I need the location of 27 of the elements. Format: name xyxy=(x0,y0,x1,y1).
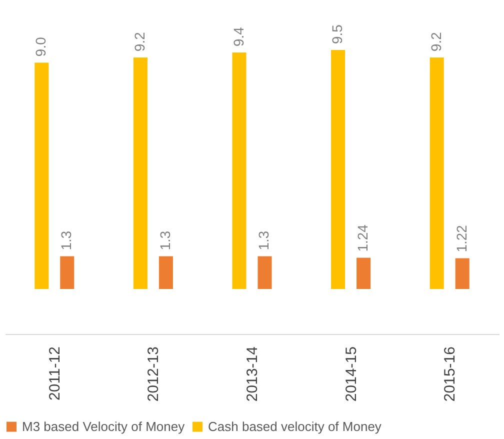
bar xyxy=(133,58,148,289)
x-tick-label: 2014-15 xyxy=(342,346,360,402)
bar xyxy=(258,256,272,289)
data-label: 9.2 xyxy=(428,32,444,52)
bar xyxy=(158,256,173,289)
data-label: 1.3 xyxy=(256,230,272,250)
data-label: 1.22 xyxy=(453,224,470,252)
bar xyxy=(356,258,371,289)
data-label: 1.3 xyxy=(156,230,173,250)
data-label: 9.5 xyxy=(329,24,346,44)
x-tick-label: 2013-14 xyxy=(244,346,261,402)
data-label: 1.3 xyxy=(58,230,74,250)
legend-label: Cash based velocity of Money xyxy=(208,418,382,434)
x-tick-label: 2012-13 xyxy=(145,346,162,402)
bar xyxy=(232,52,246,289)
bar xyxy=(430,58,444,289)
data-label: 9.4 xyxy=(230,26,246,47)
data-label: 9.0 xyxy=(32,36,49,57)
bar xyxy=(34,62,49,289)
bar xyxy=(60,256,74,289)
data-label: 9.2 xyxy=(131,32,148,52)
x-tick-label: 2011-12 xyxy=(46,346,64,400)
bar xyxy=(331,50,346,289)
data-label: 1.24 xyxy=(354,224,371,252)
x-tick-label: 2015-16 xyxy=(442,346,459,402)
legend-label: M3 based Velocity of Money xyxy=(22,418,186,434)
bar xyxy=(455,258,470,289)
